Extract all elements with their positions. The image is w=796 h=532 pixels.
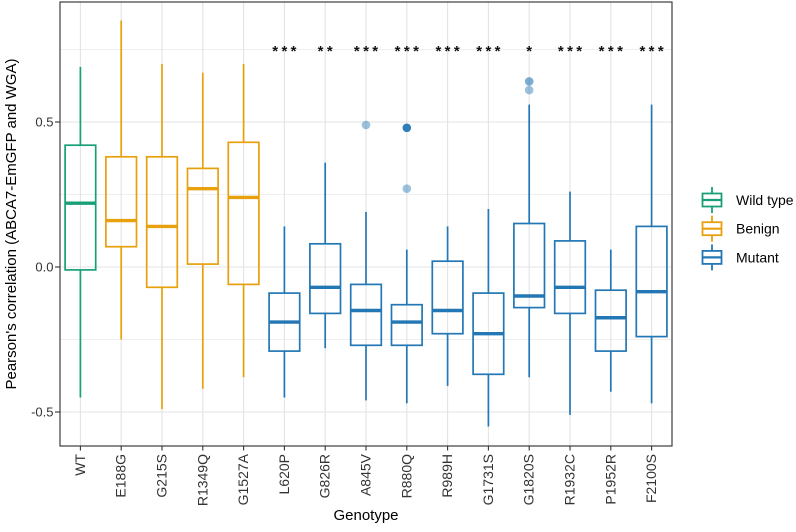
boxplot-p1952r [594,249,627,392]
significance-star: * [658,43,664,60]
category-label-g1820s: G1820S [521,454,537,505]
significance-star: * [576,43,582,60]
significance-star: * [413,43,419,60]
iqr-box [431,260,464,335]
boxplot-g1527a [227,64,260,378]
significance-star: * [454,43,460,60]
significance-star: * [395,43,401,60]
category-label-g826r: G826R [317,454,333,498]
significance-star: * [599,43,605,60]
outlier-point [402,184,412,193]
outlier-point [361,120,371,130]
significance-star: * [281,43,287,60]
boxplot-l620p [268,226,301,398]
legend-item-benign: Benign [701,215,780,242]
significance-star: * [485,43,491,60]
axes: 0.5 0.0 -0.5 WT E188G G215S R1349Q G1527A L620P G… [31,115,659,507]
iqr-box [186,167,219,265]
significance-star: * [639,43,645,60]
boxplot-g826r [309,162,342,349]
legend-item-wild-type: Wild type [701,187,794,213]
boxplot-r880q [390,123,423,404]
legend-label-mutant: Mutant [736,249,779,265]
boxplot-r989h [431,226,464,386]
significance-star: * [372,43,378,60]
significance-star: * [291,43,297,60]
legend-label-benign: Benign [736,221,780,237]
y-tick-label: 0.5 [35,115,53,130]
iqr-box [390,303,423,347]
boxplot-g215s [145,64,179,410]
category-label-l620p: L620P [276,454,292,494]
significance-star: * [435,43,441,60]
significance-star: * [526,43,532,60]
iqr-box [594,289,627,352]
boxplot-r1349q [186,72,219,389]
category-label-f2100s: F2100S [643,454,659,503]
legend-label-wild-type: Wild type [736,192,794,208]
iqr-box [553,240,587,315]
significance-stars: * * * * * * * * * * * * * * * * * * * * * * * * * * * [272,43,664,60]
significance-star: * [445,43,451,60]
y-tick-label: 0.0 [35,260,53,275]
y-axis-title: Pearson's correlation (ABCA7-EmGFP and W… [3,58,20,389]
boxplot-g1731s [472,209,505,427]
boxplot-f2100s [635,104,668,404]
boxplot-wt [64,66,97,398]
boxplots [64,20,668,427]
category-label-g1527a: G1527A [235,453,251,505]
y-tick-label: -0.5 [31,405,53,420]
significance-star: * [495,43,501,60]
significance-star: * [272,43,278,60]
category-label-r989h: R989H [439,454,455,498]
category-label-wt: WT [72,454,88,476]
category-label-e188g: E188G [113,454,129,498]
significance-star: * [476,43,482,60]
category-label-r880q: R880Q [398,454,414,498]
x-axis-title: Genotype [333,507,398,524]
outlier-point [402,123,412,133]
significance-star: * [567,43,573,60]
category-label-p1952r: P1952R [602,454,618,505]
iqr-box [227,141,260,286]
iqr-box [145,155,179,289]
significance-star: * [327,43,333,60]
outlier-point [524,77,534,86]
iqr-box [64,144,97,271]
category-label-g215s: G215S [154,454,170,498]
category-label-r1349q: R1349Q [194,454,210,506]
significance-star: * [404,43,410,60]
significance-star: * [649,43,655,60]
category-label-g1731s: G1731S [480,454,496,505]
significance-star: * [318,43,324,60]
boxplot-r1932c [553,191,587,415]
iqr-box [105,155,138,248]
category-label-a845v: A845V [358,453,374,496]
iqr-box [309,242,342,315]
legend: Wild type Benign Mutant [701,187,794,271]
significance-star: * [608,43,614,60]
category-label-r1932c: R1932C [562,454,578,505]
significance-star: * [354,43,360,60]
iqr-box [513,222,546,309]
iqr-box [349,283,383,347]
outlier-point [524,85,534,95]
boxplot-g1820s [513,77,546,378]
significance-star: * [617,43,623,60]
significance-star: * [558,43,564,60]
boxplot-a845v [349,120,383,401]
significance-star: * [363,43,369,60]
boxplot-e188g [105,20,138,340]
iqr-box [635,225,668,338]
legend-item-mutant: Mutant [701,244,779,271]
